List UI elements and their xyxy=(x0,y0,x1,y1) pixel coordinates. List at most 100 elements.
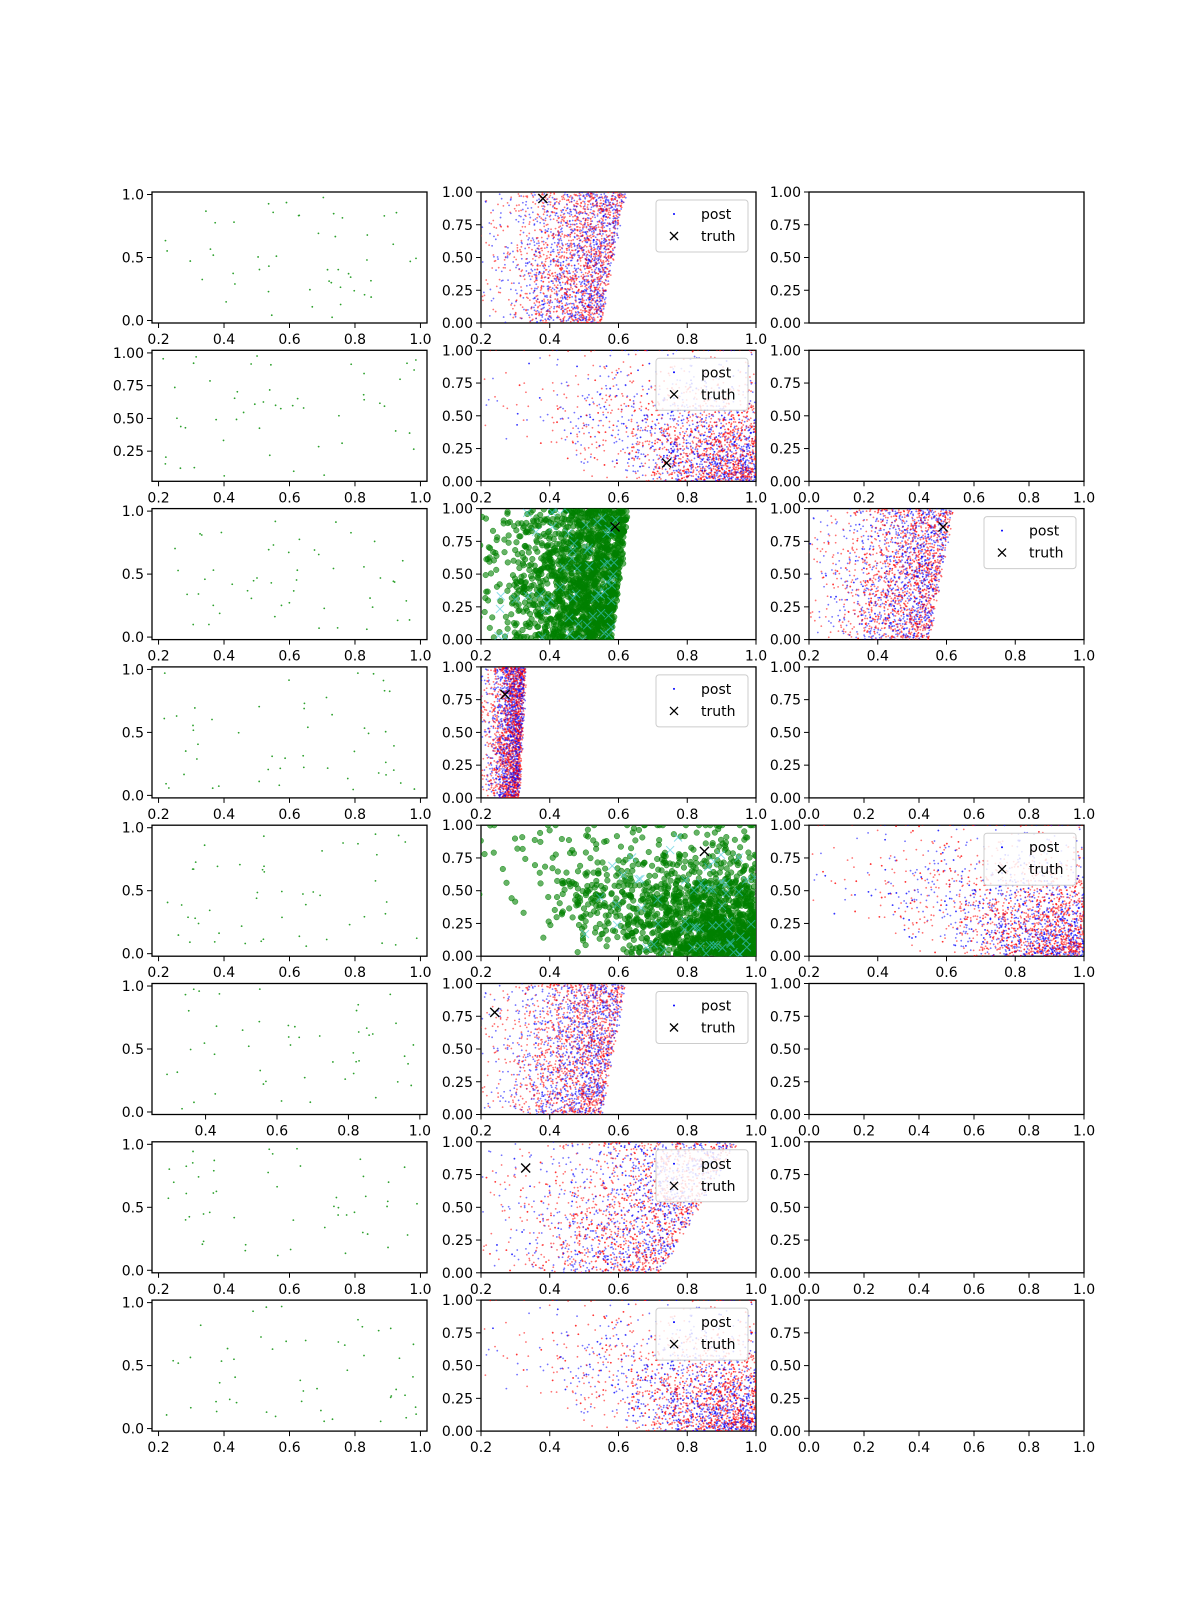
posterior-point xyxy=(557,280,560,282)
posterior-point xyxy=(551,196,554,199)
posterior-point xyxy=(598,247,601,250)
posterior-point xyxy=(600,277,602,280)
posterior-point xyxy=(567,313,570,316)
posterior-point xyxy=(524,264,527,267)
posterior-point xyxy=(529,216,532,219)
posterior-point xyxy=(554,214,557,217)
posterior-point xyxy=(595,299,598,302)
posterior-point xyxy=(702,465,705,468)
posterior-point xyxy=(529,320,532,323)
posterior-point xyxy=(667,412,669,415)
posterior-point xyxy=(494,259,497,262)
posterior-point xyxy=(544,276,547,279)
posterior-point xyxy=(703,470,706,473)
posterior-point xyxy=(492,219,495,222)
posterior-point xyxy=(564,312,566,315)
observed-point xyxy=(162,357,165,360)
posterior-point xyxy=(563,206,566,209)
posterior-point xyxy=(534,193,536,196)
posterior-point xyxy=(586,221,589,224)
posterior-point xyxy=(691,413,694,416)
posterior-point xyxy=(729,455,732,457)
posterior-point xyxy=(710,356,712,358)
posterior-point xyxy=(533,192,536,194)
posterior-point xyxy=(512,261,515,263)
posterior-point xyxy=(719,350,721,352)
posterior-point xyxy=(574,316,577,319)
posterior-point xyxy=(590,350,592,353)
posterior-point xyxy=(556,363,558,366)
observed-point xyxy=(413,369,416,371)
posterior-point xyxy=(590,299,593,302)
posterior-point xyxy=(519,274,522,277)
posterior-point xyxy=(564,192,567,194)
posterior-point xyxy=(645,480,648,482)
posterior-point xyxy=(575,425,577,427)
posterior-point xyxy=(606,222,609,225)
observed-point xyxy=(395,211,398,214)
posterior-point xyxy=(608,217,611,220)
posterior-point xyxy=(686,457,689,460)
posterior-point xyxy=(658,476,661,479)
posterior-point xyxy=(708,458,711,461)
y-tick-label: 0.75 xyxy=(770,218,801,234)
y-tick-label: 0.25 xyxy=(113,444,144,460)
posterior-point xyxy=(562,209,565,211)
posterior-point xyxy=(628,458,630,461)
posterior-point xyxy=(596,321,599,323)
posterior-point xyxy=(489,288,492,291)
posterior-point xyxy=(624,425,627,428)
posterior-point xyxy=(754,474,756,476)
posterior-point xyxy=(574,228,577,231)
posterior-point xyxy=(648,440,651,443)
posterior-point xyxy=(575,449,578,452)
posterior-point xyxy=(542,303,545,306)
posterior-point xyxy=(636,393,638,395)
posterior-point xyxy=(538,256,540,259)
posterior-point xyxy=(709,456,712,459)
posterior-point xyxy=(631,430,634,433)
posterior-point xyxy=(691,471,694,474)
posterior-point xyxy=(573,267,576,270)
posterior-point xyxy=(581,299,584,301)
posterior-point xyxy=(549,312,552,314)
posterior-point xyxy=(562,317,565,319)
posterior-point xyxy=(594,216,596,219)
posterior-point xyxy=(535,277,538,279)
posterior-point xyxy=(551,350,554,352)
posterior-point xyxy=(696,465,699,468)
posterior-point xyxy=(542,240,545,243)
posterior-point xyxy=(694,429,697,432)
posterior-point xyxy=(518,195,521,197)
posterior-point xyxy=(542,213,545,216)
posterior-point xyxy=(540,399,543,401)
posterior-point xyxy=(588,301,591,304)
posterior-point xyxy=(526,419,528,421)
posterior-point xyxy=(585,414,588,417)
posterior-point xyxy=(632,400,635,402)
posterior-point xyxy=(726,460,728,463)
posterior-point xyxy=(571,223,574,226)
posterior-point xyxy=(699,445,702,448)
posterior-point xyxy=(677,424,680,426)
posterior-point xyxy=(592,418,595,421)
posterior-point xyxy=(561,286,563,289)
posterior-point xyxy=(733,425,736,428)
posterior-point xyxy=(502,266,505,269)
posterior-point xyxy=(747,459,750,462)
posterior-point xyxy=(689,460,691,463)
posterior-point xyxy=(592,229,595,232)
posterior-point xyxy=(692,441,695,444)
posterior-point xyxy=(736,428,739,431)
posterior-point xyxy=(593,457,596,459)
posterior-point xyxy=(544,258,547,261)
posterior-point xyxy=(586,396,589,399)
posterior-point xyxy=(710,469,713,471)
posterior-point xyxy=(546,413,549,416)
posterior-point xyxy=(590,208,592,211)
y-tick-label: 1.00 xyxy=(770,185,801,201)
posterior-point xyxy=(694,466,697,469)
posterior-point xyxy=(612,203,615,206)
posterior-point xyxy=(515,266,517,269)
posterior-point xyxy=(519,215,522,218)
